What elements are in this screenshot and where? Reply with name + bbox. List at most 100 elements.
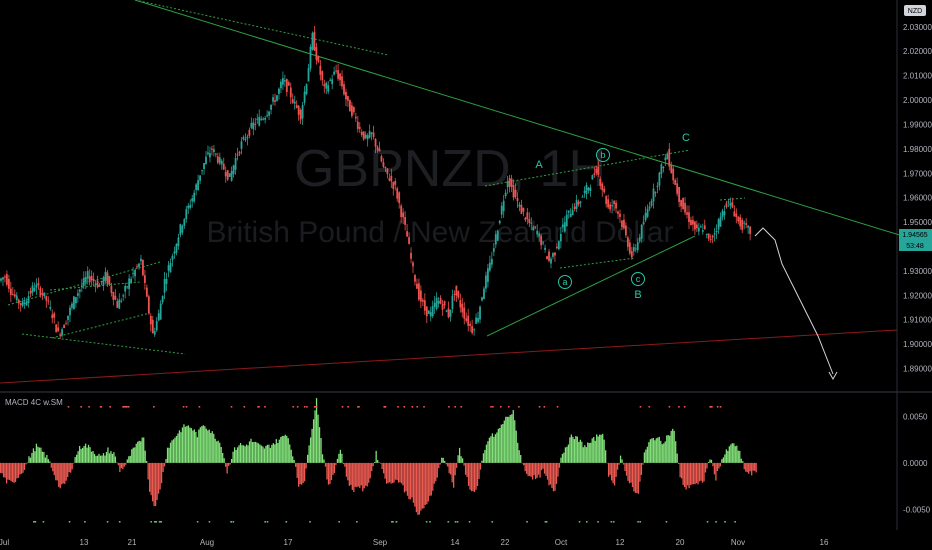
candle-body: [69, 307, 71, 316]
macd-bar: [612, 462, 614, 484]
channel-line[interactable]: [21, 333, 186, 355]
macd-bar: [71, 462, 73, 470]
macd-bar: [174, 437, 176, 463]
support-trendline[interactable]: [0, 329, 898, 384]
macd-bar: [338, 453, 340, 463]
candle-body: [78, 289, 81, 292]
macd-signal-dot: [711, 406, 713, 408]
channel-line[interactable]: [486, 235, 696, 337]
macd-bar: [20, 462, 23, 474]
channel-line[interactable]: [559, 257, 636, 269]
macd-signal-dot: [42, 521, 45, 523]
candle-body: [140, 258, 142, 262]
channel-line[interactable]: [134, 0, 389, 56]
macd-bar: [211, 431, 213, 463]
macd-bar: [464, 462, 467, 475]
candle-body: [191, 198, 194, 202]
macd-bar: [715, 462, 717, 481]
candle-body: [382, 162, 385, 167]
candle-body: [187, 205, 190, 209]
macd-tick-label: -0.0050: [903, 505, 931, 514]
macd-signal-dot: [118, 521, 121, 523]
time-axis[interactable]: Jul 13 21 Aug 17 Sep 14 22 Oct 12 20 Nov 16: [0, 538, 829, 547]
candle-body: [88, 276, 91, 282]
macd-bar: [98, 453, 100, 463]
macd-bar: [153, 462, 155, 507]
macd-bar: [424, 462, 426, 505]
channel-line[interactable]: [484, 149, 691, 187]
candle-body: [697, 227, 700, 232]
macd-bar: [660, 440, 662, 463]
currency-badge[interactable]: [904, 5, 926, 16]
candle-body: [410, 252, 412, 259]
macd-scale[interactable]: 0.0050 0.0000 -0.0050: [903, 412, 931, 514]
macd-bar: [287, 438, 289, 463]
macd-bar: [394, 462, 397, 480]
time-tick-label: 20: [676, 538, 685, 547]
macd-bar: [187, 425, 190, 463]
candle-body: [177, 237, 180, 246]
macd-signal-dot: [84, 521, 86, 523]
macd-bar: [748, 462, 750, 474]
macd-bar: [29, 457, 32, 463]
macd-bar: [420, 462, 422, 511]
candle-body: [664, 157, 667, 161]
macd-bar: [146, 461, 148, 463]
candle-body: [656, 185, 659, 188]
candle-body: [27, 296, 30, 303]
macd-bar: [563, 452, 565, 463]
macd-signal-dot: [392, 521, 394, 523]
macd-bar: [241, 445, 243, 463]
candle-body: [392, 182, 395, 189]
macd-bar: [712, 462, 714, 467]
macd-bar: [320, 438, 322, 463]
macd-bar: [585, 447, 587, 463]
macd-bar: [138, 440, 140, 463]
macd-bar: [19, 462, 21, 475]
main-trendline[interactable]: [134, 0, 932, 246]
macd-bar: [225, 462, 227, 467]
candle-body: [593, 173, 596, 175]
candle-body: [508, 178, 511, 187]
candle-body: [15, 295, 18, 301]
macd-bar: [683, 462, 686, 488]
candle-body: [356, 121, 359, 129]
macd-bar: [377, 460, 379, 463]
candle-body: [207, 152, 209, 155]
macd-title[interactable]: MACD 4C w.SM: [5, 398, 63, 407]
macd-bar: [229, 462, 231, 465]
macd-bar: [311, 428, 313, 463]
candle-body: [325, 82, 328, 89]
channel-line[interactable]: [49, 281, 141, 291]
channel-line[interactable]: [51, 312, 151, 339]
candle-body: [327, 85, 330, 92]
candle-body: [565, 214, 568, 227]
candle-body: [707, 233, 710, 239]
candle-body: [548, 251, 550, 261]
macd-bar: [736, 445, 738, 463]
macd-bar: [603, 439, 605, 463]
macd-bar: [730, 444, 732, 463]
candle-body: [138, 263, 140, 268]
macd-bar: [755, 462, 757, 473]
candle-body: [171, 255, 174, 260]
candle-body: [86, 270, 89, 279]
macd-bar: [312, 419, 315, 463]
candle-body: [479, 306, 481, 320]
macd-signal-dot: [500, 406, 502, 408]
macd-signal-dot: [610, 521, 613, 523]
macd-signal-dot: [706, 521, 709, 523]
macd-bar: [572, 436, 574, 463]
candle-body: [425, 306, 428, 317]
macd-bar: [567, 444, 570, 463]
macd-bar: [245, 444, 248, 463]
macd-bar: [248, 441, 251, 463]
candle-body: [212, 149, 215, 153]
price-tick-label: 1.91000: [903, 316, 932, 325]
candle-body: [321, 71, 324, 81]
forecast-path[interactable]: [754, 227, 834, 375]
candle-body: [634, 248, 637, 250]
price-scale[interactable]: 1.890001.900001.910001.920001.930001.940…: [903, 23, 932, 374]
candle-body: [370, 132, 373, 134]
